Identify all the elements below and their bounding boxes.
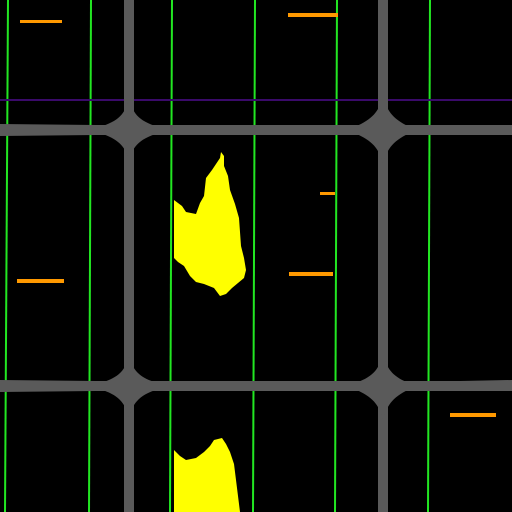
lane-line: [334, 0, 338, 512]
lane-lines: [4, 0, 431, 512]
lane-line: [4, 0, 9, 512]
road-taper: [0, 124, 96, 136]
marker-dash: [320, 192, 335, 195]
regions: [174, 152, 246, 512]
marker-dash: [20, 20, 62, 23]
marker-dash: [289, 272, 333, 276]
lane-line: [427, 0, 431, 512]
road-vertical: [378, 0, 388, 512]
marker-dash: [450, 413, 496, 417]
marker-dash: [17, 279, 64, 283]
road-taper: [412, 380, 512, 390]
road-taper: [412, 125, 512, 134]
road-taper: [0, 380, 96, 392]
road-intersection: [96, 356, 162, 418]
lane-line: [88, 0, 92, 512]
yellow-region: [174, 438, 240, 512]
road-vertical: [124, 0, 134, 512]
road-intersection: [352, 354, 412, 420]
road-intersection: [352, 96, 412, 164]
lane-line: [252, 0, 256, 512]
yellow-region: [174, 152, 246, 296]
marker-dash: [288, 13, 338, 17]
road-horizontal: [0, 125, 512, 135]
lane-line: [169, 0, 173, 512]
road-intersection: [96, 98, 162, 160]
markers: [17, 13, 496, 417]
road-horizontal: [0, 381, 512, 391]
